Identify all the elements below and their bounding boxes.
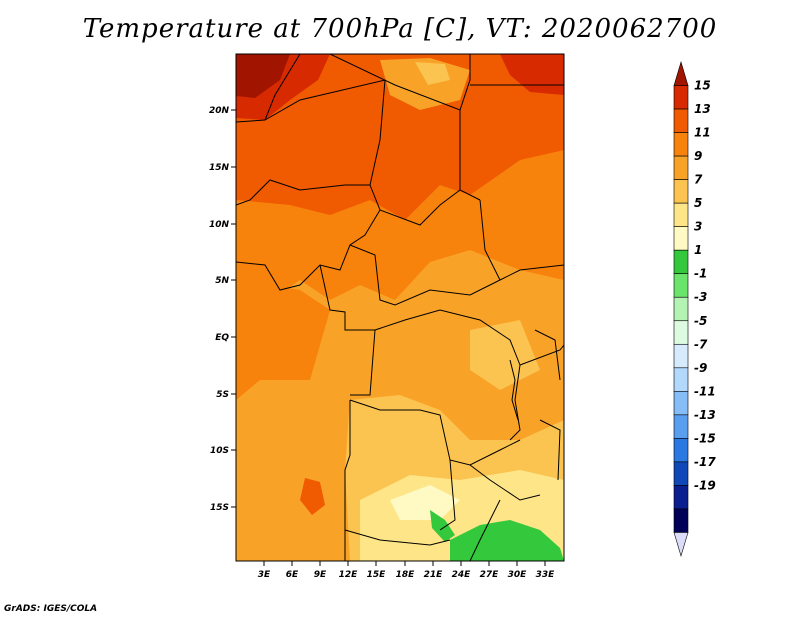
colorbar-label: -15 — [694, 431, 716, 445]
lon-label: 30E — [508, 570, 528, 580]
lon-axis: 3E 6E 9E 12E 15E 18E 21E 24E 27E 30E 33E — [258, 561, 555, 580]
colorbar-segment — [673, 391, 689, 416]
colorbar-segment — [673, 461, 689, 486]
lon-label: 24E — [452, 570, 472, 580]
colorbar-label: -11 — [694, 384, 716, 398]
lat-label: EQ — [215, 333, 229, 343]
colorbar-segment — [673, 320, 689, 345]
colorbar: 15 13 11 9 7 5 3 1 -1 -3 -5 -7 -9 -11 -13 -15 -17 -19 — [673, 60, 716, 558]
field-north-cooler — [415, 62, 450, 85]
colorbar-segment — [673, 249, 689, 275]
colorbar-segment — [673, 155, 689, 180]
lat-label: 15N — [209, 163, 230, 173]
lon-label: 15E — [367, 570, 387, 580]
lat-label: 10N — [209, 220, 230, 230]
colorbar-label: 9 — [694, 149, 702, 163]
lat-label: 10S — [210, 446, 229, 456]
colorbar-segment — [673, 179, 689, 204]
lon-label: 6E — [286, 570, 299, 580]
lon-label: 18E — [396, 570, 416, 580]
lat-label: 5N — [215, 276, 229, 286]
field-hot-spot — [300, 478, 325, 515]
lon-label: 12E — [339, 570, 359, 580]
colorbar-segment — [673, 226, 689, 251]
temperature-field — [236, 54, 564, 561]
lon-label: 9E — [314, 570, 327, 580]
field-15-plus — [236, 54, 290, 98]
colorbar-label: -5 — [694, 314, 707, 328]
colorbar-label: -19 — [694, 478, 716, 492]
colorbar-segment — [673, 202, 689, 227]
lat-label: 15S — [210, 503, 229, 513]
colorbar-label: 7 — [694, 173, 703, 187]
colorbar-segment — [673, 367, 689, 392]
field-5-7-lakes — [470, 320, 540, 390]
colorbar-label: 5 — [694, 196, 702, 210]
colorbar-segment — [673, 532, 689, 558]
colorbar-label: 1 — [694, 243, 702, 257]
colorbar-segment — [673, 273, 689, 298]
lon-label: 33E — [536, 570, 556, 580]
colorbar-segment — [673, 108, 689, 133]
colorbar-segment — [673, 414, 689, 439]
field-1-3 — [390, 485, 460, 520]
field-green-west — [430, 510, 455, 542]
footer-credit: GrADS: IGES/COLA — [4, 604, 98, 614]
colorbar-segment — [673, 60, 689, 86]
lat-label: 5S — [216, 390, 229, 400]
colorbar-segment — [673, 85, 689, 110]
lon-label: 27E — [480, 570, 500, 580]
field-north-cool — [380, 58, 470, 110]
lat-axis: 20N 15N 10N 5N EQ 5S 10S 15S — [209, 106, 236, 513]
colorbar-label: 15 — [694, 79, 711, 93]
colorbar-label: -17 — [694, 455, 716, 469]
map-frame — [235, 53, 565, 562]
colorbar-label: 3 — [694, 220, 702, 234]
colorbar-segment — [673, 343, 689, 369]
colorbar-label: 13 — [694, 102, 711, 116]
colorbar-segment — [673, 485, 689, 510]
colorbar-label: -7 — [694, 337, 708, 351]
lat-label: 20N — [209, 106, 230, 116]
colorbar-segment — [673, 508, 689, 533]
country-borders — [236, 54, 564, 561]
colorbar-label: -1 — [694, 267, 707, 281]
lon-label: 3E — [258, 570, 271, 580]
colorbar-label: -9 — [694, 361, 707, 375]
field-9-11-west — [236, 280, 330, 400]
colorbar-label: -3 — [694, 290, 707, 304]
colorbar-segment — [673, 438, 689, 463]
colorbar-label: 11 — [694, 126, 711, 140]
field-green-south — [450, 520, 564, 561]
chart-title: Temperature at 700hPa [C], VT: 202006270… — [82, 14, 718, 44]
colorbar-segment — [673, 132, 689, 157]
lon-label: 21E — [424, 570, 444, 580]
colorbar-label: -13 — [694, 408, 716, 422]
colorbar-segment — [673, 296, 689, 322]
